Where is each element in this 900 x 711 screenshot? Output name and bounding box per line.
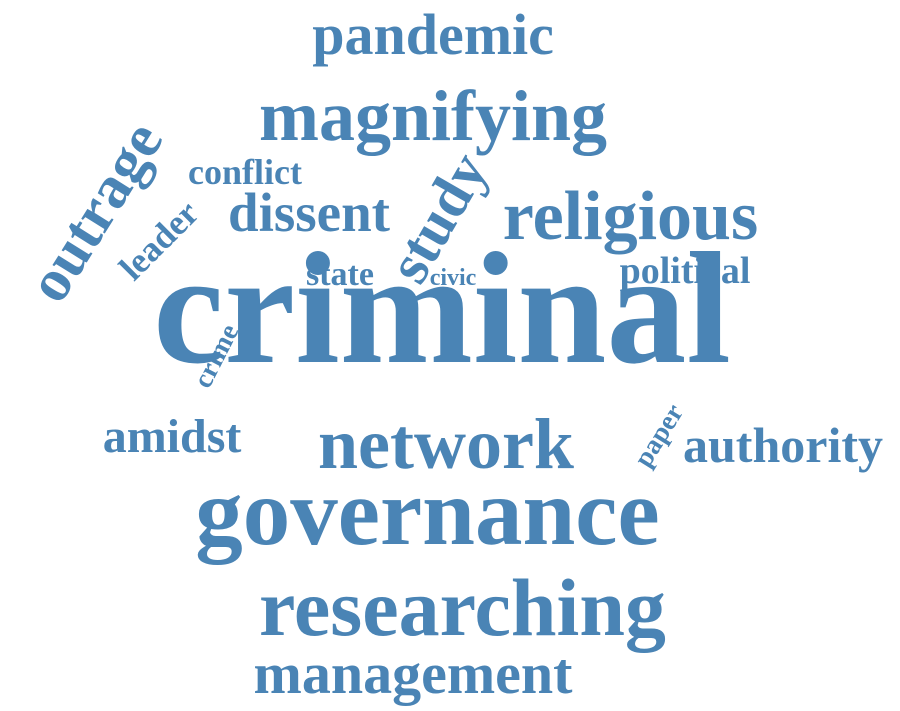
word-outrage: outrage <box>14 109 176 314</box>
word-criminal: criminal <box>153 219 731 397</box>
word-religious: religious <box>502 178 759 255</box>
word-state: state <box>306 256 374 293</box>
word-conflict: conflict <box>188 152 302 192</box>
word-network: network <box>318 404 574 484</box>
word-magnifying: magnifying <box>259 76 608 156</box>
word-management: management <box>253 641 573 706</box>
word-governance: governance <box>195 459 660 565</box>
word-amidst: amidst <box>102 410 242 463</box>
word-political: political <box>619 250 751 292</box>
word-authority: authority <box>683 417 883 473</box>
word-civic: civic <box>429 265 477 291</box>
word-researching: researching <box>259 562 666 653</box>
word-pandemic: pandemic <box>312 2 554 67</box>
word-dissent: dissent <box>228 182 390 243</box>
